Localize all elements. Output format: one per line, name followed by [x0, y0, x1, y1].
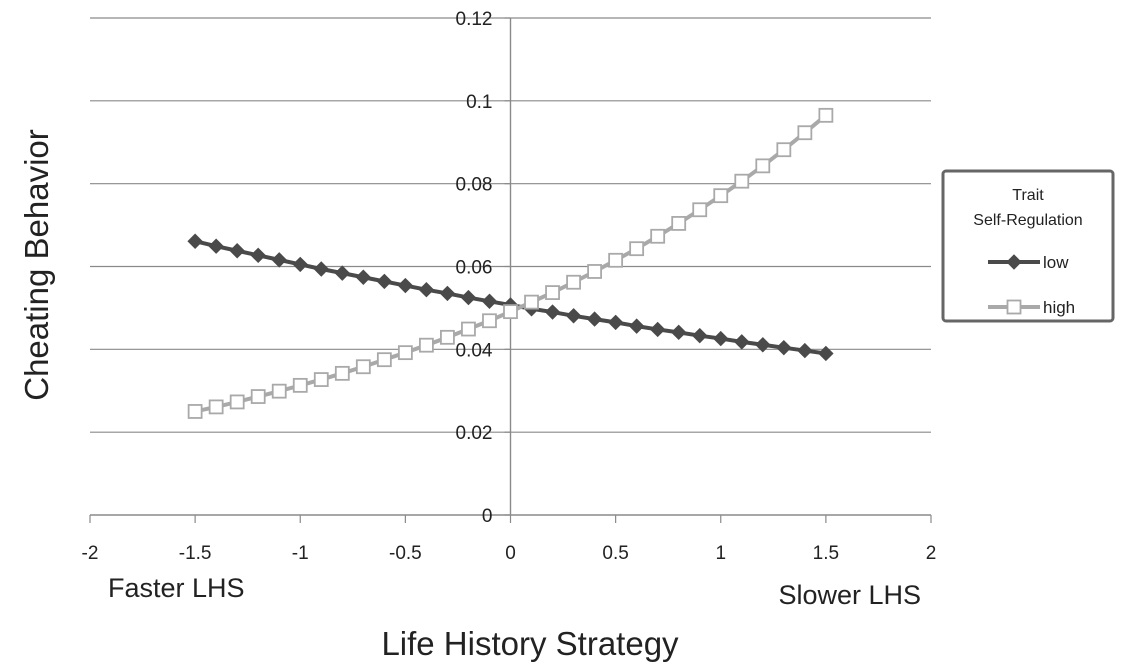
- data-point-low: [649, 321, 666, 338]
- x-tick-label: 2: [926, 543, 937, 564]
- data-point-high: [650, 228, 666, 244]
- legend-label: high: [1043, 298, 1075, 317]
- data-point-high: [292, 377, 308, 393]
- x-tick-label: -1.5: [179, 543, 212, 564]
- y-tick-label: 0.04: [456, 340, 493, 361]
- data-point-high: [755, 158, 771, 174]
- data-point-low: [418, 281, 435, 298]
- legend: Trait Self-Regulation low high: [941, 169, 1115, 323]
- data-point-low: [397, 277, 414, 294]
- data-point-low: [481, 293, 498, 309]
- data-point-high: [355, 359, 371, 375]
- data-point-high: [313, 372, 329, 387]
- legend-entry-high: high: [988, 298, 1075, 317]
- slower-lhs-label: Slower LHS: [778, 580, 921, 610]
- data-point-high: [229, 394, 245, 410]
- axes: [89, 17, 932, 523]
- data-point-high: [545, 285, 560, 300]
- legend-frame: [941, 169, 1115, 323]
- data-point-low: [755, 337, 771, 353]
- y-tick-label: 0: [482, 506, 493, 527]
- y-tick-label: 0.1: [466, 92, 492, 113]
- legend-entry-low: low: [988, 253, 1069, 272]
- data-point-high: [482, 313, 497, 329]
- data-point-high: [440, 329, 455, 345]
- legend-title: Trait Self-Regulation: [973, 187, 1082, 229]
- data-point-high: [818, 107, 834, 123]
- data-point-low: [376, 273, 393, 290]
- legend-items: low high: [988, 253, 1075, 317]
- y-tick-label: 0.12: [456, 9, 493, 30]
- data-point-low: [565, 308, 582, 324]
- data-point-high: [734, 173, 750, 189]
- data-point-low: [692, 327, 708, 344]
- x-axis-title: Life History Strategy: [381, 625, 679, 662]
- legend-swatch-marker: [1006, 299, 1022, 315]
- tick-labels: 0 0.02 0.04 0.06 0.08 0.1 0.12 -2 -1.5 -1 -0.5 0 0.5…: [82, 9, 937, 564]
- data-point-high: [608, 252, 624, 268]
- data-point-high: [713, 188, 729, 204]
- data-point-high: [503, 304, 518, 320]
- y-axis-title: Cheating Behavior: [18, 129, 55, 401]
- data-point-high: [271, 383, 287, 399]
- data-point-high: [208, 399, 224, 415]
- data-point-high: [524, 294, 539, 310]
- data-point-high: [692, 202, 708, 218]
- x-tick-label: -0.5: [389, 543, 422, 564]
- data-point-low: [734, 334, 750, 350]
- data-point-high: [566, 274, 581, 290]
- legend-swatch-marker: [1006, 254, 1022, 270]
- y-tick-label: 0.02: [456, 423, 493, 444]
- data-point-low: [628, 318, 645, 334]
- data-point-high: [187, 404, 203, 419]
- data-point-high: [629, 241, 645, 257]
- x-tick-label: -1: [292, 543, 309, 564]
- data-point-low: [607, 314, 624, 331]
- x-tick-label: 0: [505, 543, 516, 564]
- data-point-high: [334, 365, 350, 381]
- x-tick-label: -2: [82, 543, 99, 564]
- data-point-high: [397, 345, 413, 361]
- data-point-low: [713, 330, 729, 347]
- data-point-high: [461, 321, 476, 337]
- x-tick-label: 1: [715, 543, 726, 564]
- data-point-high: [776, 142, 792, 158]
- data-point-low: [187, 233, 203, 249]
- data-point-low: [250, 247, 266, 264]
- data-point-low: [670, 324, 687, 341]
- data-point-low: [797, 342, 813, 359]
- y-tick-label: 0.06: [456, 258, 493, 279]
- data-point-low: [292, 256, 308, 273]
- data-point-low: [229, 243, 245, 259]
- data-point-low: [439, 285, 456, 302]
- faster-lhs-label: Faster LHS: [108, 573, 245, 603]
- data-point-high: [671, 216, 687, 231]
- data-point-low: [355, 269, 372, 285]
- data-point-high: [587, 264, 602, 279]
- data-point-low: [334, 265, 351, 281]
- data-point-low: [208, 238, 224, 254]
- data-point-high: [376, 352, 392, 368]
- legend-label: low: [1043, 253, 1069, 272]
- data-point-high: [418, 337, 434, 353]
- data-point-low: [313, 261, 329, 277]
- data-point-low: [586, 311, 603, 327]
- data-point-low: [818, 345, 834, 362]
- series-lines: [187, 107, 834, 419]
- data-point-low: [271, 252, 287, 268]
- y-tick-label: 0.08: [456, 175, 493, 196]
- x-tick-label: 0.5: [602, 543, 628, 564]
- x-tick-label: 1.5: [813, 543, 839, 564]
- data-point-high: [797, 125, 813, 141]
- data-point-high: [250, 389, 266, 404]
- data-point-low: [544, 304, 561, 320]
- data-point-low: [460, 289, 477, 306]
- data-point-low: [776, 339, 792, 356]
- series-high: [187, 107, 834, 419]
